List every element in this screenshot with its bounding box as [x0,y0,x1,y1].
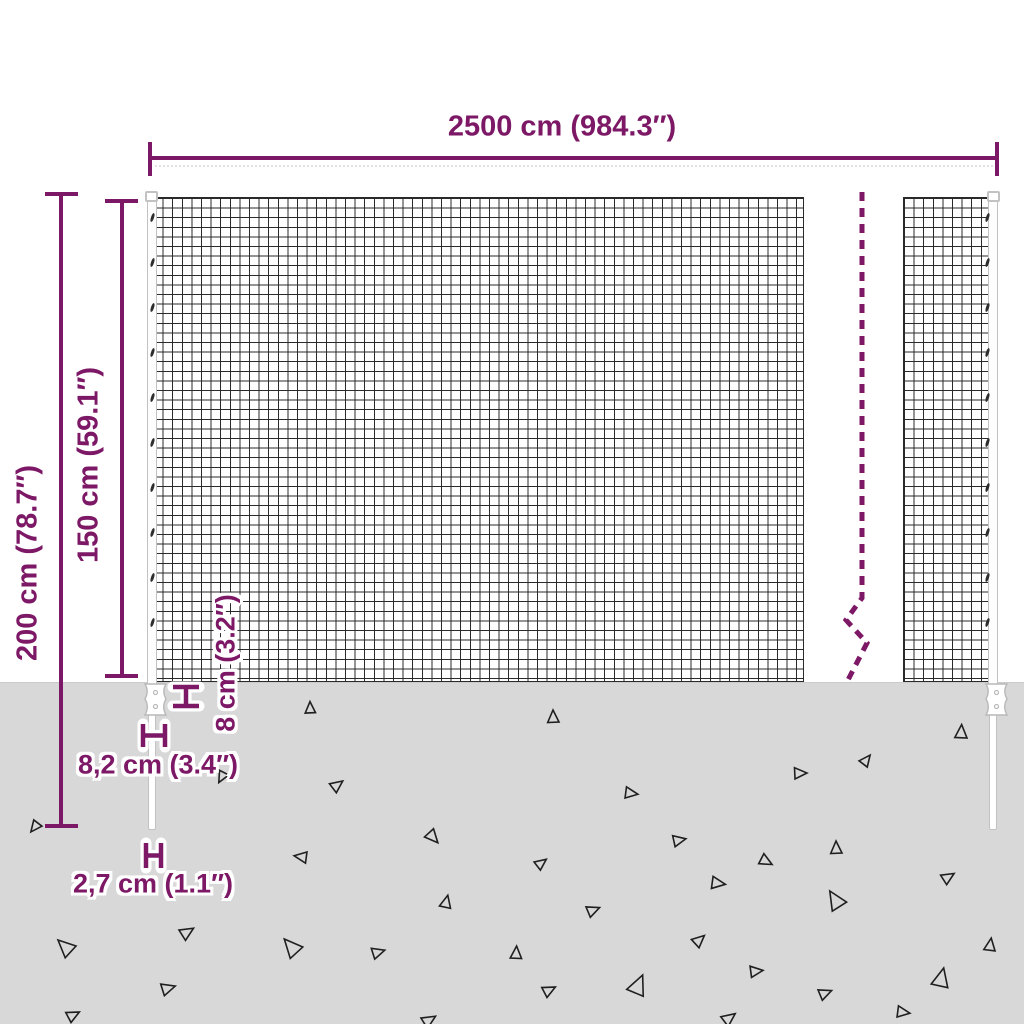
mesh-height-dimension-label: 150 cm (59.1″) [72,366,105,564]
anchor-width-marker [137,718,171,753]
anchor-height-marker [167,681,205,712]
mesh-height-dimension-line [120,199,124,678]
right-post-cap [987,191,1000,202]
total-height-dimension-line [59,192,63,828]
width-dimension-line [150,156,997,160]
anchor-width-label: 8,2 cm (3.4″) [77,749,239,780]
spike-width-marker [140,837,167,874]
fence-mesh-right-panel [903,197,990,682]
faint-guide-line [150,165,997,167]
spike-width-label: 2,7 cm (1.1″) [72,868,234,899]
total-height-bottom-tick [45,824,78,828]
left-anchor-plate [143,683,168,716]
mesh-height-bottom-tick [105,674,138,678]
right-fence-post [988,196,998,688]
total-height-top-tick [45,192,78,196]
total-height-dimension-label: 200 cm (78.7″) [11,464,44,662]
mesh-height-top-tick [105,199,138,203]
right-ground-spike [989,714,997,830]
width-dimension-label: 2500 cm (984.3″) [447,110,677,143]
right-anchor-plate [984,683,1009,716]
anchor-height-label: 8 cm (3.2″) [210,594,241,732]
left-post-cap [145,191,158,202]
width-dimension-right-tick [995,142,999,176]
fence-mesh-main-panel [152,197,804,682]
ground-area [0,682,1024,1024]
width-dimension-left-tick [148,142,152,176]
